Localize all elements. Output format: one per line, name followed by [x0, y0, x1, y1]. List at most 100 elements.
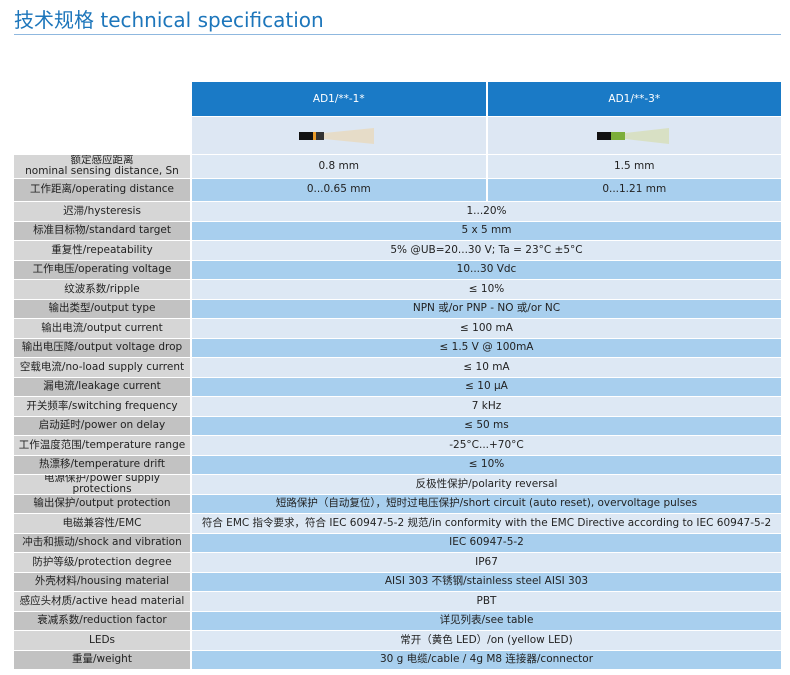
- spec-value: 0.8 mm: [192, 155, 486, 178]
- sensor-head: [315, 131, 324, 140]
- header-row: AD1/**-1* AD1/**-3*: [14, 82, 781, 117]
- spec-label: LEDs: [14, 631, 190, 650]
- spec-label: 工作距离/operating distance: [14, 178, 190, 201]
- spec-label: 开关频率/switching frequency: [14, 397, 190, 416]
- spec-row: 额定感应距离 nominal sensing distance, Sn 0.8 m…: [14, 155, 781, 179]
- spec-row: LEDs 常开（黄色 LED）/on (yellow LED): [14, 631, 781, 651]
- spec-value: ≤ 10%: [192, 455, 781, 474]
- spec-label: 输出类型/output type: [14, 299, 190, 318]
- spec-value: -25°C...+70°C: [192, 436, 781, 455]
- spec-row: 漏电流/leakage current ≤ 10 µA: [14, 377, 781, 397]
- spec-value: 5 x 5 mm: [192, 221, 781, 240]
- spec-label: 输出保护/output protection: [14, 494, 190, 513]
- spec-value: 5% @UB=20...30 V; Ta = 23°C ±5°C: [192, 241, 781, 260]
- spec-value: NPN 或/or PNP - NO 或/or NC: [192, 299, 781, 318]
- spec-row: 外壳材料/housing material AISI 303 不锈钢/stainl…: [14, 572, 781, 592]
- column-header: AD1/**-1*: [192, 82, 486, 116]
- spec-row: 输出电流/output current ≤ 100 mA: [14, 319, 781, 339]
- spec-label: 感应头材质/active head material: [14, 592, 190, 611]
- spec-value: 短路保护（自动复位），短时过电压保护/short circuit (auto r…: [192, 494, 781, 513]
- spec-row: 空载电流/no-load supply current ≤ 10 mA: [14, 358, 781, 378]
- spec-value: 1...20%: [192, 202, 781, 221]
- spec-label: 工作电压/operating voltage: [14, 260, 190, 279]
- spec-row: 启动延时/power on delay ≤ 50 ms: [14, 416, 781, 436]
- spec-label: 空载电流/no-load supply current: [14, 358, 190, 377]
- sensor-body: [298, 131, 313, 140]
- spec-value: 反极性保护/polarity reversal: [192, 475, 781, 494]
- spec-label: 热漂移/temperature drift: [14, 455, 190, 474]
- corner-cell: [14, 117, 190, 154]
- spec-value: ≤ 100 mA: [192, 319, 781, 338]
- spec-row: 热漂移/temperature drift ≤ 10%: [14, 455, 781, 475]
- spec-row: 重量/weight 30 g 电缆/cable / 4g M8 连接器/conne…: [14, 650, 781, 670]
- spec-value: 详见列表/see table: [192, 611, 781, 630]
- column-header: AD1/**-3*: [487, 82, 781, 116]
- spec-label: 重量/weight: [14, 650, 190, 669]
- spec-row: 输出保护/output protection 短路保护（自动复位），短时过电压保护…: [14, 494, 781, 514]
- spec-row: 工作温度范围/temperature range -25°C...+70°C: [14, 436, 781, 456]
- spec-row: 电源保护/power supply protections 反极性保护/polar…: [14, 475, 781, 495]
- spec-value: ≤ 10%: [192, 280, 781, 299]
- spec-row: 防护等级/protection degree IP67: [14, 553, 781, 573]
- spec-value: ≤ 1.5 V @ 100mA: [192, 338, 781, 357]
- beam: [323, 127, 374, 144]
- spec-label: 防护等级/protection degree: [14, 553, 190, 572]
- spec-label: 启动延时/power on delay: [14, 416, 190, 435]
- spec-row: 衰减系数/reduction factor 详见列表/see table: [14, 611, 781, 631]
- spec-value: ≤ 10 µA: [192, 377, 781, 396]
- spec-row: 工作电压/operating voltage 10...30 Vdc: [14, 260, 781, 280]
- spec-value: 10...30 Vdc: [192, 260, 781, 279]
- spec-label: 冲击和振动/shock and vibration: [14, 533, 190, 552]
- title-rule: [14, 34, 781, 35]
- spec-label: 重复性/repeatability: [14, 241, 190, 260]
- spec-row: 纹波系数/ripple ≤ 10%: [14, 280, 781, 300]
- sensor-led: [312, 131, 316, 140]
- sensor-icon: [298, 127, 374, 144]
- spec-label: 输出电压降/output voltage drop: [14, 338, 190, 357]
- spec-row: 电磁兼容性/EMC 符合 EMC 指令要求，符合 IEC 60947-5-2 规范…: [14, 514, 781, 534]
- spec-row: 标准目标物/standard target 5 x 5 mm: [14, 221, 781, 241]
- spec-label: 标准目标物/standard target: [14, 221, 190, 240]
- spec-value: 0...1.21 mm: [487, 178, 781, 201]
- spec-label: 输出电流/output current: [14, 319, 190, 338]
- sensor-head: [611, 131, 626, 140]
- spec-row: 输出电压降/output voltage drop ≤ 1.5 V @ 100mA: [14, 338, 781, 358]
- spec-value: 7 kHz: [192, 397, 781, 416]
- spec-row: 冲击和振动/shock and vibration IEC 60947-5-2: [14, 533, 781, 553]
- spec-value: ≤ 50 ms: [192, 416, 781, 435]
- spec-value: AISI 303 不锈钢/stainless steel AISI 303: [192, 572, 781, 591]
- spec-value: PBT: [192, 592, 781, 611]
- spec-row: 迟滞/hysteresis 1...20%: [14, 202, 781, 222]
- spec-label: 额定感应距离 nominal sensing distance, Sn: [14, 155, 190, 178]
- spec-label: 漏电流/leakage current: [14, 377, 190, 396]
- spec-label: 纹波系数/ripple: [14, 280, 190, 299]
- spec-value: 常开（黄色 LED）/on (yellow LED): [192, 631, 781, 650]
- spec-value: IP67: [192, 553, 781, 572]
- spec-row: 输出类型/output type NPN 或/or PNP - NO 或/or N…: [14, 299, 781, 319]
- spec-label: 电磁兼容性/EMC: [14, 514, 190, 533]
- spec-value: ≤ 10 mA: [192, 358, 781, 377]
- spec-value: 符合 EMC 指令要求，符合 IEC 60947-5-2 规范/in confo…: [192, 514, 781, 533]
- spec-row: 开关频率/switching frequency 7 kHz: [14, 397, 781, 417]
- spec-row: 工作距离/operating distance 0...0.65 mm 0...1.…: [14, 178, 781, 202]
- spec-label: 外壳材料/housing material: [14, 572, 190, 591]
- spec-row: 感应头材质/active head material PBT: [14, 592, 781, 612]
- sensor-icon: [597, 127, 670, 144]
- spec-value: IEC 60947-5-2: [192, 533, 781, 552]
- spec-value: 1.5 mm: [487, 155, 781, 178]
- spec-row: 重复性/repeatability 5% @UB=20...30 V; Ta = …: [14, 241, 781, 261]
- beam: [625, 127, 670, 144]
- spec-value: 0...0.65 mm: [192, 178, 486, 201]
- image-row: [14, 117, 781, 155]
- sensor-image: [192, 117, 486, 154]
- spec-label: 电源保护/power supply protections: [14, 475, 190, 494]
- corner-cell: [14, 82, 190, 116]
- spec-table: AD1/**-1* AD1/**-3* 额定感应距离 no: [14, 82, 781, 670]
- page-title: 技术规格 technical specification: [14, 8, 324, 32]
- spec-label: 衰减系数/reduction factor: [14, 611, 190, 630]
- spec-label: 工作温度范围/temperature range: [14, 436, 190, 455]
- sensor-image: [487, 117, 781, 154]
- spec-value: 30 g 电缆/cable / 4g M8 连接器/connector: [192, 650, 781, 669]
- sensor-body: [597, 131, 612, 140]
